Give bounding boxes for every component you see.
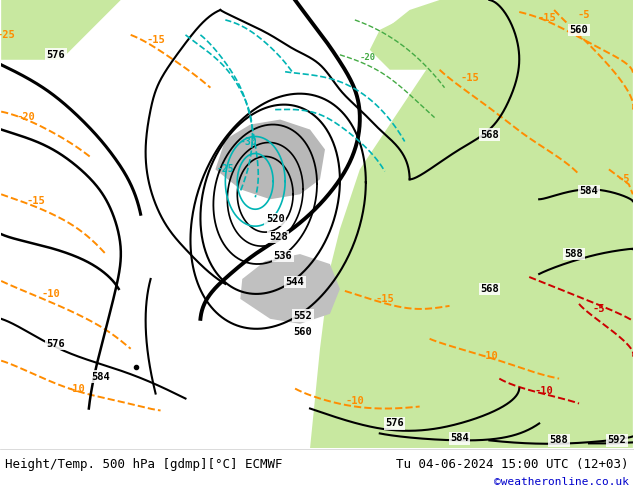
Text: 536: 536 xyxy=(274,251,292,261)
Text: -15: -15 xyxy=(27,196,46,206)
Text: -20: -20 xyxy=(359,53,376,62)
Text: -10: -10 xyxy=(42,289,60,299)
Polygon shape xyxy=(1,0,120,60)
Text: -20: -20 xyxy=(16,112,36,122)
Text: -10: -10 xyxy=(67,384,85,393)
Text: -15: -15 xyxy=(460,73,479,83)
Text: 568: 568 xyxy=(480,284,499,294)
Text: 584: 584 xyxy=(579,186,598,196)
Text: Height/Temp. 500 hPa [gdmp][°C] ECMWF: Height/Temp. 500 hPa [gdmp][°C] ECMWF xyxy=(5,458,283,471)
Text: 568: 568 xyxy=(480,129,499,140)
Text: -10: -10 xyxy=(480,351,499,361)
Text: -15: -15 xyxy=(146,35,165,45)
Text: -10: -10 xyxy=(346,395,365,406)
Polygon shape xyxy=(240,254,340,324)
Text: 576: 576 xyxy=(46,50,65,60)
Text: Tu 04-06-2024 15:00 UTC (12+03): Tu 04-06-2024 15:00 UTC (12+03) xyxy=(396,458,629,471)
Polygon shape xyxy=(380,0,489,60)
Text: -5: -5 xyxy=(578,10,590,20)
Text: 520: 520 xyxy=(266,214,285,224)
Text: 528: 528 xyxy=(269,232,287,242)
Text: 576: 576 xyxy=(385,418,404,428)
Text: 560: 560 xyxy=(294,327,313,337)
Text: 544: 544 xyxy=(286,277,304,287)
Text: -25: -25 xyxy=(217,164,234,174)
Text: 588: 588 xyxy=(550,436,569,445)
Text: 560: 560 xyxy=(570,25,588,35)
Text: 584: 584 xyxy=(91,371,110,382)
Text: -30: -30 xyxy=(240,138,257,147)
Text: 588: 588 xyxy=(565,249,583,259)
Polygon shape xyxy=(310,0,633,448)
Polygon shape xyxy=(370,0,633,70)
Text: -5: -5 xyxy=(593,304,605,314)
Text: 592: 592 xyxy=(607,436,626,445)
Text: 576: 576 xyxy=(46,339,65,349)
Text: -25: -25 xyxy=(0,30,15,40)
Text: -5: -5 xyxy=(618,174,630,184)
Text: ©weatheronline.co.uk: ©weatheronline.co.uk xyxy=(494,477,629,487)
Text: -10: -10 xyxy=(535,386,553,395)
Text: 584: 584 xyxy=(450,433,469,443)
Polygon shape xyxy=(216,120,325,199)
Text: 552: 552 xyxy=(294,311,313,321)
Text: -15: -15 xyxy=(375,294,394,304)
Text: -15: -15 xyxy=(538,13,557,23)
